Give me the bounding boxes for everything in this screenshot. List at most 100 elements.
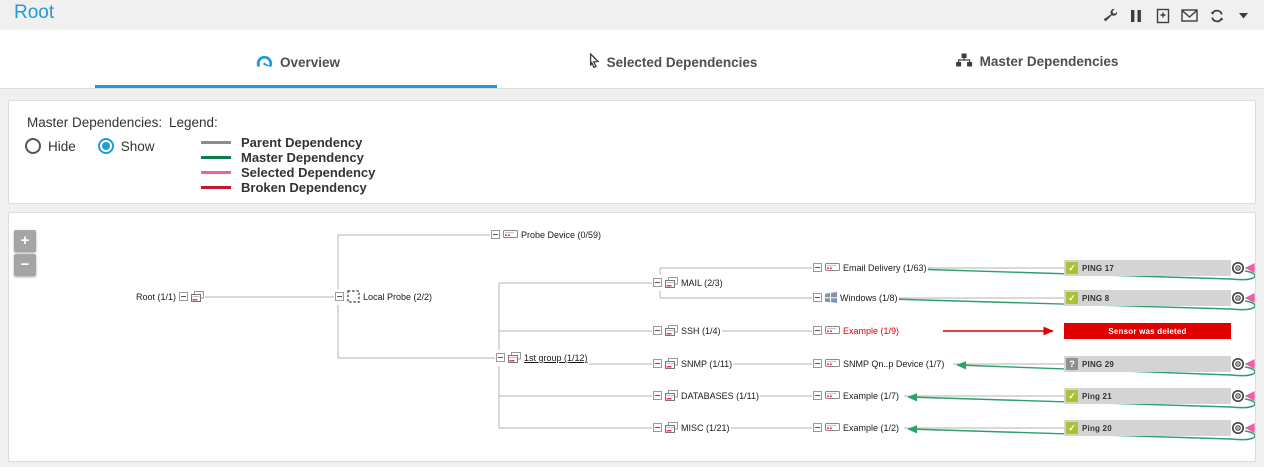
dependencies-options-panel: Master Dependencies: Hide Show Legend: Pa… [8, 100, 1256, 204]
legend-line-swatch [201, 156, 231, 159]
tree-node-probe-device[interactable]: Probe Device (0/59) [490, 227, 603, 243]
collapse-icon[interactable] [653, 325, 662, 337]
collapse-icon[interactable] [813, 422, 822, 434]
node-label: Example (1/7) [843, 391, 900, 401]
legend-item-label: Master Dependency [241, 150, 364, 165]
caret-down-icon[interactable] [1235, 7, 1252, 24]
master-dependency-arrow [907, 425, 1255, 441]
dependency-target-icon[interactable] [1231, 291, 1245, 305]
collapse-icon[interactable] [496, 352, 505, 364]
tree-node-first-group[interactable]: 1st group (1/12) [495, 350, 589, 366]
tree-node-databases[interactable]: DATABASES (1/11) [652, 388, 761, 404]
refresh-icon[interactable] [1208, 7, 1225, 24]
dependency-target-icon[interactable] [1231, 261, 1245, 275]
sensor-deleted-bar[interactable]: Sensor was deleted [1064, 323, 1231, 339]
wrench-icon[interactable] [1100, 7, 1117, 24]
collapse-icon[interactable] [179, 291, 189, 303]
report-add-icon[interactable] [1154, 7, 1171, 24]
node-label: DATABASES (1/11) [681, 391, 760, 401]
tab-bar: Overview Selected Dependencies Master Depe… [0, 30, 1264, 89]
tree-node-example-1-9[interactable]: Example (1/9) [812, 323, 901, 339]
sitemap-icon [956, 53, 973, 70]
selected-dependency-arrow [1244, 263, 1255, 273]
tree-node-local-probe[interactable]: Local Probe (2/2) [334, 289, 434, 305]
node-label: Example (1/9) [843, 326, 900, 336]
collapse-icon[interactable] [813, 262, 822, 274]
collapse-icon[interactable] [653, 358, 662, 370]
radio-label: Show [120, 138, 155, 154]
collapse-icon[interactable] [491, 229, 500, 241]
tree-node-snmp[interactable]: SNMP (1/11) [652, 356, 734, 372]
tree-node-example-1-2[interactable]: Example (1/2) [812, 420, 901, 436]
tree-node-windows[interactable]: Windows (1/8) [812, 290, 899, 306]
tree-node-root[interactable]: Root (1/1) [135, 289, 206, 305]
legend-item: Parent Dependency [201, 135, 375, 150]
legend-item: Master Dependency [201, 150, 375, 165]
tree-node-mail[interactable]: MAIL (2/3) [652, 275, 724, 291]
dependency-target-icon[interactable] [1231, 389, 1245, 403]
group-icon [665, 324, 678, 338]
collapse-icon[interactable] [653, 277, 662, 289]
node-label: Probe Device (0/59) [521, 230, 602, 240]
dependency-target-icon[interactable] [1231, 357, 1245, 371]
collapse-icon[interactable] [813, 358, 822, 370]
collapse-icon[interactable] [813, 292, 822, 304]
node-label: MAIL (2/3) [681, 278, 723, 288]
selected-dependency-arrow [1244, 391, 1255, 401]
master-dependency-arrow [907, 393, 1255, 409]
sensor-ok-icon: ✓ [1066, 422, 1078, 434]
zoom-in-button[interactable]: + [14, 230, 36, 252]
tree-node-snmp-qnap[interactable]: SNMP Qn..p Device (1/7) [812, 356, 946, 372]
sensor-bar[interactable]: ✓ Ping 20 [1064, 420, 1231, 436]
legend-item: Selected Dependency [201, 165, 375, 180]
node-label: 1st group (1/12) [524, 353, 588, 363]
master-dependencies-label: Master Dependencies: [27, 115, 163, 130]
collapse-icon[interactable] [813, 390, 822, 402]
device-icon [503, 229, 518, 241]
tree-node-misc[interactable]: MISC (1/21) [652, 420, 731, 436]
sensor-ok-icon: ✓ [1066, 390, 1078, 402]
sensor-label: PING 8 [1082, 293, 1110, 303]
master-dependency-arrow [888, 295, 1255, 311]
node-label: MISC (1/21) [681, 423, 730, 433]
dependency-lines-layer [193, 234, 1255, 441]
radio-show[interactable]: Show [97, 138, 155, 154]
sensor-ok-icon: ✓ [1066, 262, 1078, 274]
sensor-bar[interactable]: ✓ PING 8 [1064, 290, 1231, 306]
tree-node-email-delivery[interactable]: Email Delivery (1/63) [812, 260, 928, 276]
zoom-out-button[interactable]: − [14, 254, 36, 276]
sensor-label: PING 29 [1082, 359, 1115, 369]
master-dependency-arrow [956, 361, 1255, 377]
tab-overview[interactable]: Overview [256, 53, 340, 71]
page-title: Root [14, 2, 55, 23]
radio-hide[interactable]: Hide [25, 138, 76, 154]
sensor-bar[interactable]: ✓ Ping 21 [1064, 388, 1231, 404]
tree-node-example-1-7[interactable]: Example (1/7) [812, 388, 901, 404]
pause-icon[interactable] [1127, 7, 1144, 24]
dependency-target-icon[interactable] [1231, 421, 1245, 435]
tab-selected-dependencies[interactable]: Selected Dependencies [587, 52, 757, 72]
sensor-ok-icon: ✓ [1066, 292, 1078, 304]
collapse-icon[interactable] [335, 291, 344, 303]
collapse-icon[interactable] [653, 390, 662, 402]
tab-master-dependencies[interactable]: Master Dependencies [956, 53, 1118, 70]
radio-dot[interactable] [97, 138, 114, 154]
radio-dot[interactable] [25, 138, 41, 154]
probe-icon [347, 289, 360, 305]
device-icon [825, 358, 840, 370]
device-icon [825, 390, 840, 402]
collapse-icon[interactable] [813, 325, 822, 337]
legend-item-label: Broken Dependency [241, 180, 367, 195]
tree-node-ssh[interactable]: SSH (1/4) [652, 323, 722, 339]
sensor-label: Ping 21 [1082, 391, 1112, 401]
group-icon [665, 357, 678, 371]
group-icon [665, 276, 678, 290]
envelope-icon[interactable] [1181, 7, 1198, 24]
selected-dependency-arrow [1244, 423, 1255, 433]
sensor-bar[interactable]: ? PING 29 [1064, 356, 1231, 372]
collapse-icon[interactable] [653, 422, 662, 434]
sensor-bar[interactable]: ✓ PING 17 [1064, 260, 1231, 276]
node-label: SSH (1/4) [681, 326, 721, 336]
sensor-label: Sensor was deleted [1108, 326, 1187, 336]
device-icon [825, 325, 840, 337]
